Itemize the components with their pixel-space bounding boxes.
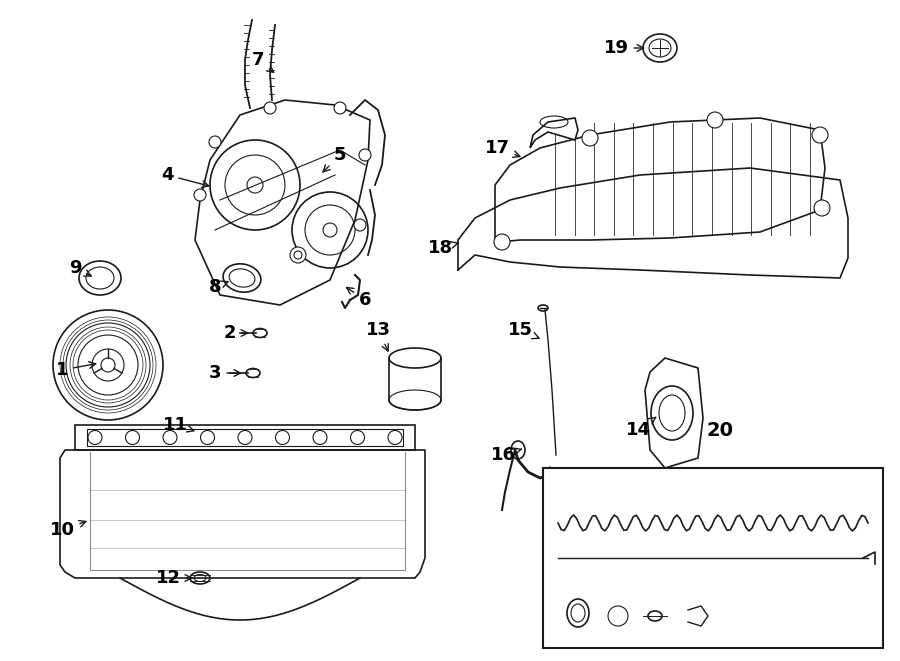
Polygon shape — [495, 118, 825, 245]
Circle shape — [238, 430, 252, 444]
Circle shape — [209, 136, 221, 148]
Circle shape — [125, 430, 140, 444]
Circle shape — [707, 112, 723, 128]
Text: 6: 6 — [346, 288, 371, 309]
Text: 5: 5 — [323, 146, 346, 172]
Text: 3: 3 — [209, 364, 240, 382]
Polygon shape — [195, 100, 370, 305]
Circle shape — [354, 219, 366, 231]
Text: 4: 4 — [161, 166, 209, 188]
Polygon shape — [75, 425, 415, 450]
Circle shape — [350, 430, 365, 444]
Circle shape — [812, 127, 828, 143]
Circle shape — [201, 430, 214, 444]
Text: 14: 14 — [626, 417, 656, 439]
Text: 12: 12 — [156, 569, 192, 587]
Circle shape — [608, 606, 628, 626]
Ellipse shape — [648, 611, 662, 621]
Circle shape — [88, 430, 102, 444]
Polygon shape — [543, 468, 883, 648]
Circle shape — [388, 430, 402, 444]
Text: 13: 13 — [365, 321, 391, 351]
Text: 8: 8 — [209, 278, 228, 296]
Text: 17: 17 — [484, 139, 520, 157]
Circle shape — [313, 430, 327, 444]
Circle shape — [494, 234, 510, 250]
Text: 20: 20 — [706, 420, 733, 440]
Circle shape — [163, 430, 177, 444]
Text: 9: 9 — [68, 259, 91, 277]
Polygon shape — [530, 118, 578, 148]
Text: 18: 18 — [428, 239, 458, 257]
Circle shape — [264, 102, 276, 114]
Text: 1: 1 — [56, 361, 95, 379]
Circle shape — [194, 189, 206, 201]
Text: 16: 16 — [491, 446, 521, 464]
Circle shape — [334, 102, 346, 114]
Text: 10: 10 — [50, 521, 86, 539]
Polygon shape — [645, 358, 703, 468]
Circle shape — [582, 130, 598, 146]
Text: 2: 2 — [224, 324, 248, 342]
Circle shape — [290, 247, 306, 263]
Circle shape — [814, 200, 830, 216]
Text: 7: 7 — [252, 51, 274, 72]
Text: 15: 15 — [508, 321, 539, 339]
Circle shape — [359, 149, 371, 161]
Text: 19: 19 — [604, 39, 644, 57]
Text: 11: 11 — [163, 416, 194, 434]
Circle shape — [275, 430, 290, 444]
